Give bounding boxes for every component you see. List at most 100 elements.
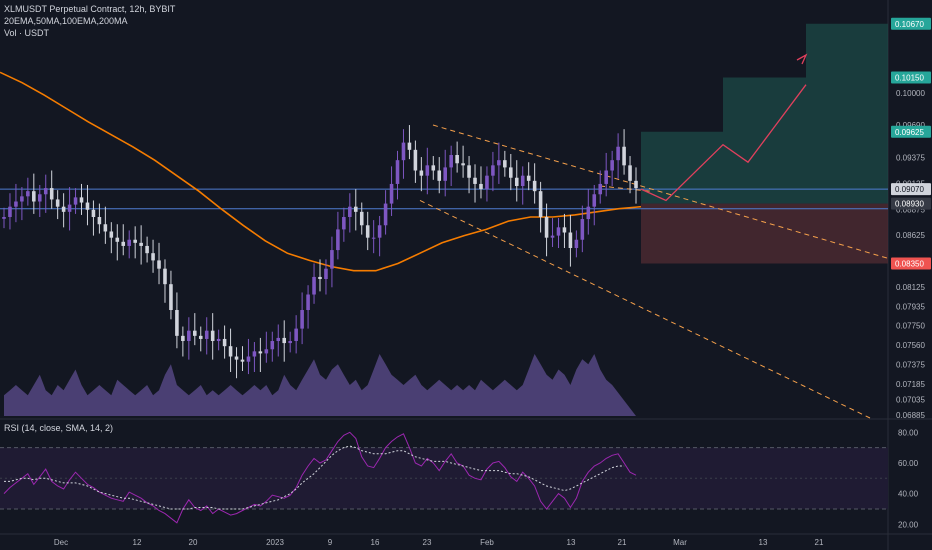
candle-body: [288, 341, 292, 344]
candle-body: [127, 239, 131, 246]
candle: [467, 156, 471, 194]
price-tag-box: [891, 17, 931, 30]
candle-body: [145, 245, 149, 254]
candle: [246, 338, 251, 375]
candle-body: [204, 330, 209, 339]
candle: [115, 224, 120, 261]
time-tick-label: 21: [618, 538, 627, 547]
candle-body: [210, 330, 215, 342]
indicators-legend: 20EMA,50MA,100EMA,200MA: [4, 16, 128, 26]
candle: [222, 325, 227, 359]
candle: [324, 259, 328, 295]
candle-body: [389, 183, 394, 204]
candle-body: [2, 217, 6, 219]
candle: [258, 337, 263, 373]
candle: [26, 177, 30, 206]
candle: [544, 203, 549, 257]
candle-body: [461, 163, 465, 166]
candle: [14, 183, 18, 223]
candle-body: [353, 206, 358, 212]
candle: [336, 211, 340, 260]
candle-body: [85, 202, 90, 210]
candle-body: [282, 337, 287, 344]
candle-body: [294, 328, 298, 342]
candle-body: [312, 276, 316, 295]
target-zone-1: [641, 131, 723, 204]
candle-body: [342, 217, 346, 230]
candle: [479, 166, 483, 199]
candle: [509, 153, 513, 191]
candle: [568, 214, 573, 267]
candle-body: [14, 201, 18, 207]
candle-body: [449, 155, 453, 168]
rsi-tick-label: 40.00: [898, 490, 919, 499]
candle: [449, 145, 453, 187]
candle-body: [222, 338, 227, 347]
candle-body: [437, 170, 442, 181]
candle: [306, 285, 310, 329]
projection-arrowhead: [796, 53, 808, 65]
price-tick-label: 0.06885: [896, 411, 925, 420]
candle: [193, 313, 197, 346]
candle: [413, 140, 418, 183]
candle: [55, 190, 60, 220]
candle: [634, 167, 638, 204]
candle: [73, 188, 78, 214]
candle-body: [43, 188, 48, 195]
candle: [312, 263, 316, 304]
candle: [85, 184, 90, 226]
candle: [133, 226, 137, 259]
candle-body: [491, 165, 495, 176]
candle-body: [604, 170, 608, 184]
candle-body: [503, 160, 507, 168]
candle: [526, 162, 531, 191]
candle: [300, 292, 304, 345]
time-tick-label: Feb: [480, 538, 494, 547]
candle-body: [586, 206, 591, 220]
candle-body: [520, 175, 525, 187]
candle: [431, 156, 436, 180]
candle: [234, 347, 239, 379]
price-tag-label: 0.09625: [895, 128, 924, 137]
candle-body: [61, 206, 66, 212]
time-tick-label: 21: [815, 538, 824, 547]
price-tag: 0.08350: [891, 257, 931, 270]
ema-line: [0, 71, 642, 272]
candle: [532, 163, 537, 204]
candle-body: [377, 225, 382, 238]
candle: [491, 151, 495, 192]
candle-body: [538, 191, 543, 218]
candle-body: [550, 235, 555, 238]
candle-body: [431, 165, 436, 171]
candle-body: [240, 359, 245, 362]
candle-body: [532, 180, 537, 192]
candle-body: [610, 160, 614, 171]
candle: [127, 230, 131, 259]
candle-body: [622, 146, 626, 166]
candle: [157, 242, 161, 285]
candle: [604, 152, 608, 197]
candle: [264, 331, 269, 363]
candle-body: [383, 203, 388, 226]
candle: [210, 313, 215, 360]
candle-body: [151, 253, 155, 261]
candle-body: [598, 183, 603, 195]
candle: [8, 193, 12, 230]
candle-body: [455, 155, 459, 164]
price-tag: 0.09625: [891, 125, 931, 138]
candle: [514, 160, 519, 202]
candle: [622, 129, 626, 175]
candle: [425, 147, 430, 195]
candle: [497, 142, 501, 184]
candle: [2, 207, 6, 229]
candle: [175, 292, 179, 349]
candle: [538, 181, 543, 233]
candle: [49, 170, 54, 209]
candle: [61, 193, 66, 228]
price-tick-label: 0.08625: [896, 231, 925, 240]
candle-body: [514, 177, 519, 187]
candle-body: [318, 276, 322, 280]
candle-body: [67, 204, 72, 212]
price-tag-label: 0.10150: [895, 74, 924, 83]
